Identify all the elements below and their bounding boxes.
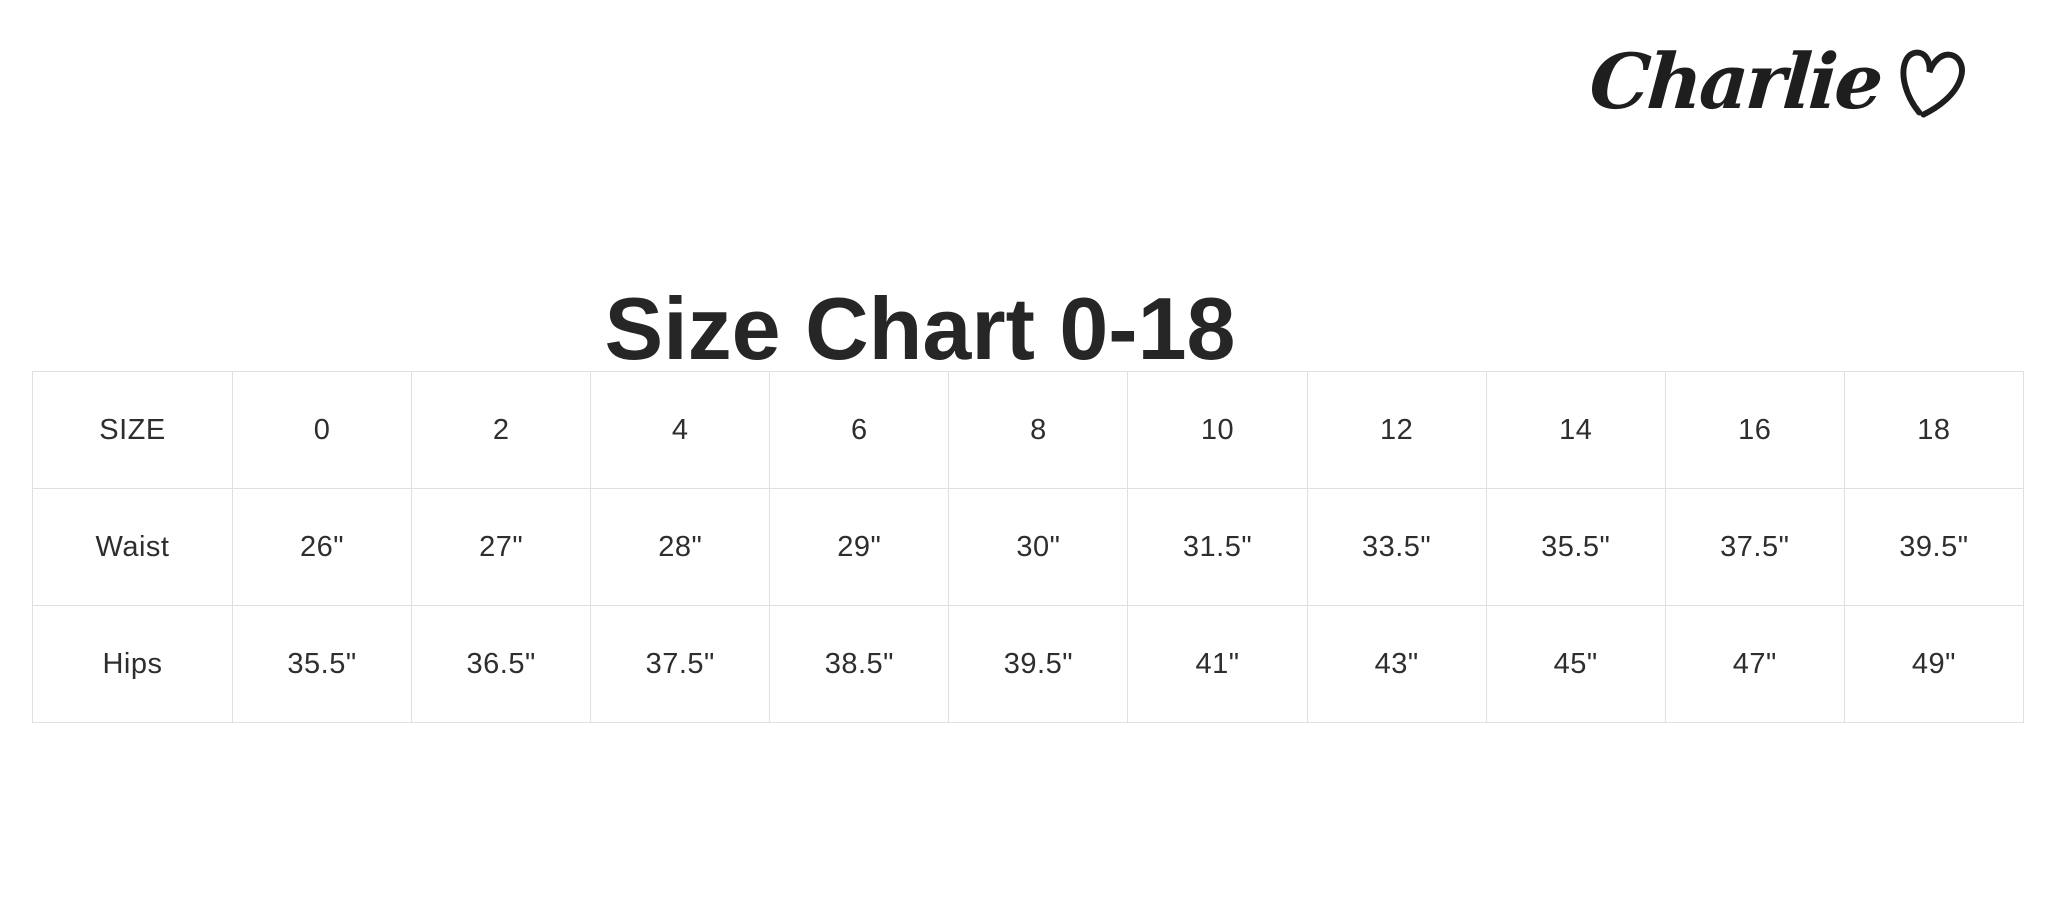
size-column-header: 0	[231, 371, 413, 489]
size-chart-table: SIZE 0 2 4 6 8 10 12 14 16 18 Waist 26" 27" 28" 29" 30…	[32, 371, 2025, 723]
size-header-row: SIZE 0 2 4 6 8 10 12 14 16 18	[32, 371, 2025, 489]
size-column-header: 14	[1485, 371, 1666, 489]
measurement-row-label: Hips	[32, 605, 233, 723]
measurement-cell: 45"	[1485, 605, 1666, 723]
size-column-header: 6	[769, 371, 950, 489]
size-column-header: 16	[1664, 371, 1845, 489]
size-table-body: Waist 26" 27" 28" 29" 30" 31.5" 33.5" 35.5" 37.5"…	[32, 488, 2025, 723]
measurement-cell: 26"	[231, 488, 413, 606]
measurement-cell: 39.5"	[1843, 488, 2025, 606]
measurement-cell: 31.5"	[1127, 488, 1308, 606]
measurement-cell: 28"	[590, 488, 771, 606]
measurement-cell: 47"	[1664, 605, 1845, 723]
measurement-cell: 43"	[1306, 605, 1487, 723]
size-column-header: 8	[948, 371, 1129, 489]
measurement-cell: 37.5"	[1664, 488, 1845, 606]
measurement-cell: 29"	[769, 488, 950, 606]
measurement-cell: 35.5"	[1485, 488, 1666, 606]
measurement-cell: 39.5"	[948, 605, 1129, 723]
measurement-cell: 41"	[1127, 605, 1308, 723]
size-column-header: 2	[411, 371, 592, 489]
charlie-b-logo: Charlie	[1586, 36, 1968, 128]
size-column-header: 4	[590, 371, 771, 489]
size-column-header: 18	[1843, 371, 2025, 489]
measurement-row: Waist 26" 27" 28" 29" 30" 31.5" 33.5" 35.5" 37.5"…	[32, 488, 2025, 606]
measurement-cell: 49"	[1843, 605, 2025, 723]
measurement-cell: 36.5"	[411, 605, 592, 723]
size-column-header: 10	[1127, 371, 1308, 489]
heart-icon	[1894, 36, 1968, 128]
page-title: Size Chart 0-18	[604, 278, 1236, 378]
size-header-label: SIZE	[32, 371, 233, 489]
measurement-row-label: Waist	[32, 488, 233, 606]
measurement-cell: 38.5"	[769, 605, 950, 723]
measurement-row: Hips 35.5" 36.5" 37.5" 38.5" 39.5" 41" 43" 45" 47…	[32, 605, 2025, 723]
measurement-cell: 35.5"	[231, 605, 413, 723]
logo-text: Charlie	[1586, 37, 1884, 126]
measurement-cell: 33.5"	[1306, 488, 1487, 606]
measurement-cell: 27"	[411, 488, 592, 606]
measurement-cell: 30"	[948, 488, 1129, 606]
measurement-cell: 37.5"	[590, 605, 771, 723]
size-column-header: 12	[1306, 371, 1487, 489]
